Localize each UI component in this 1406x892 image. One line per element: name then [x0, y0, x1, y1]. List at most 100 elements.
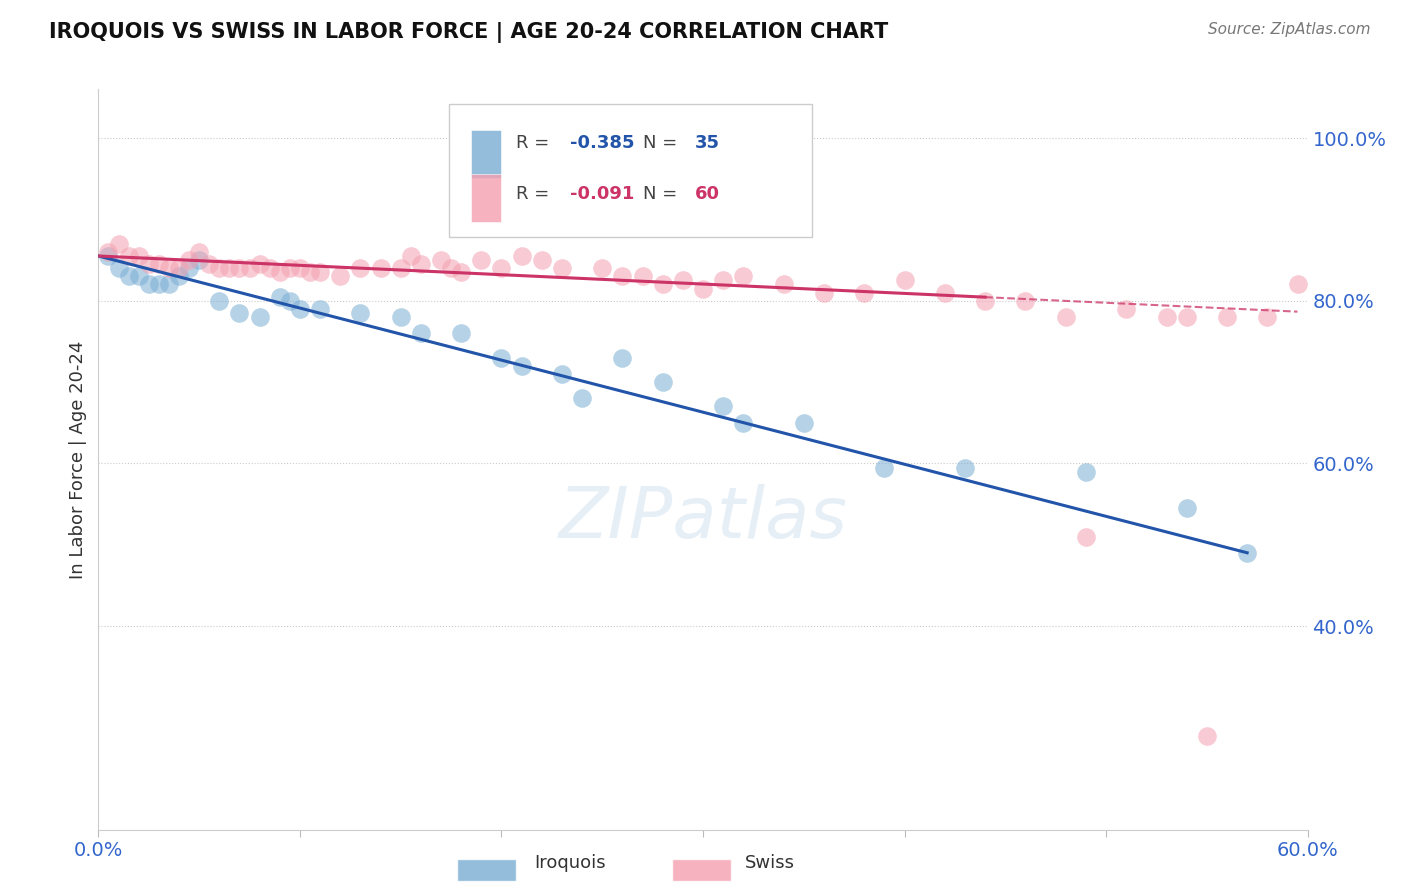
Text: N =: N =: [643, 134, 682, 152]
Point: [1074, 530, 1097, 544]
Point: [179, 261, 201, 276]
Point: [893, 273, 915, 287]
Point: [389, 310, 412, 324]
Point: [198, 257, 221, 271]
Bar: [471, 174, 501, 222]
Text: 60: 60: [695, 186, 720, 203]
Point: [733, 269, 755, 284]
Point: [1115, 301, 1137, 316]
Point: [1074, 465, 1097, 479]
Point: [167, 261, 190, 276]
Point: [672, 273, 695, 287]
Point: [259, 261, 281, 276]
Point: [218, 261, 240, 276]
Point: [269, 265, 291, 279]
Point: [148, 277, 170, 292]
Point: [551, 261, 574, 276]
FancyBboxPatch shape: [449, 104, 811, 237]
Point: [571, 392, 593, 406]
Point: [409, 326, 432, 341]
Point: [1216, 310, 1239, 324]
Point: [97, 249, 120, 263]
Text: 35: 35: [695, 134, 720, 152]
Point: [167, 269, 190, 284]
Text: N =: N =: [643, 186, 682, 203]
Point: [309, 265, 332, 279]
Point: [631, 269, 654, 284]
Point: [692, 281, 714, 295]
Point: [711, 273, 734, 287]
Point: [278, 261, 301, 276]
Point: [228, 306, 250, 320]
Point: [107, 236, 129, 251]
Point: [813, 285, 835, 300]
Point: [1256, 310, 1278, 324]
Point: [1014, 293, 1036, 308]
Point: [239, 261, 262, 276]
Point: [440, 261, 463, 276]
Point: [188, 244, 211, 259]
Point: [551, 367, 574, 381]
Point: [349, 261, 371, 276]
Point: [269, 290, 291, 304]
Point: [208, 293, 231, 308]
Point: [128, 249, 150, 263]
Point: [157, 277, 180, 292]
Point: [299, 265, 322, 279]
Point: [1175, 501, 1198, 516]
Y-axis label: In Labor Force | Age 20-24: In Labor Force | Age 20-24: [69, 340, 87, 579]
Point: [370, 261, 392, 276]
Point: [409, 257, 432, 271]
Point: [793, 416, 815, 430]
Text: Source: ZipAtlas.com: Source: ZipAtlas.com: [1208, 22, 1371, 37]
Point: [157, 261, 180, 276]
Point: [288, 261, 311, 276]
Point: [309, 301, 332, 316]
Point: [711, 400, 734, 414]
Point: [1156, 310, 1178, 324]
Point: [450, 265, 472, 279]
Point: [118, 269, 141, 284]
Point: [118, 249, 141, 263]
Point: [733, 416, 755, 430]
Point: [591, 261, 613, 276]
Point: [612, 351, 634, 365]
Text: R =: R =: [516, 134, 554, 152]
Point: [1175, 310, 1198, 324]
Point: [873, 460, 896, 475]
Point: [470, 253, 492, 268]
Point: [228, 261, 250, 276]
Point: [934, 285, 956, 300]
Point: [179, 253, 201, 268]
Point: [399, 249, 422, 263]
Point: [510, 249, 533, 263]
Point: [450, 326, 472, 341]
Point: [148, 257, 170, 271]
Point: [491, 351, 513, 365]
Point: [188, 253, 211, 268]
Point: [138, 257, 160, 271]
Bar: [471, 130, 501, 178]
Text: -0.385: -0.385: [569, 134, 634, 152]
Point: [349, 306, 371, 320]
Point: [1195, 729, 1218, 743]
Point: [491, 261, 513, 276]
Point: [510, 359, 533, 373]
Point: [530, 253, 553, 268]
Point: [288, 301, 311, 316]
Text: IROQUOIS VS SWISS IN LABOR FORCE | AGE 20-24 CORRELATION CHART: IROQUOIS VS SWISS IN LABOR FORCE | AGE 2…: [49, 22, 889, 44]
Point: [128, 269, 150, 284]
Text: Iroquois: Iroquois: [534, 855, 606, 872]
Point: [329, 269, 352, 284]
Point: [138, 277, 160, 292]
Text: -0.091: -0.091: [569, 186, 634, 203]
Point: [208, 261, 231, 276]
Point: [772, 277, 794, 292]
Text: Swiss: Swiss: [745, 855, 796, 872]
Point: [853, 285, 876, 300]
Point: [974, 293, 997, 308]
Point: [1236, 546, 1258, 560]
Point: [953, 460, 976, 475]
Point: [430, 253, 453, 268]
Point: [107, 261, 129, 276]
